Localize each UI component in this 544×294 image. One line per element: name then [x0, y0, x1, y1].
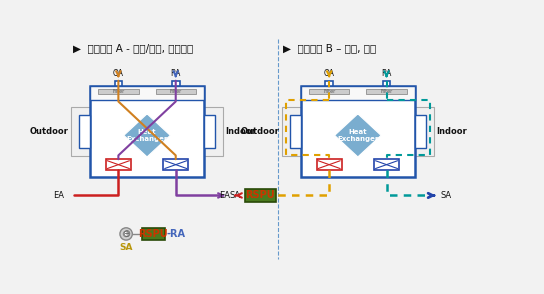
Bar: [90, 86, 205, 177]
Bar: [300, 86, 415, 177]
Bar: [415, 115, 426, 148]
Bar: [205, 115, 215, 148]
Text: RSPU: RSPU: [245, 191, 275, 201]
Bar: [325, 81, 333, 86]
Bar: [374, 159, 399, 170]
Circle shape: [120, 228, 132, 240]
Bar: [79, 115, 90, 148]
Text: ⊕: ⊕: [122, 229, 130, 239]
Text: -RA: -RA: [166, 229, 186, 239]
Text: ▶  운전모드 A - 환기/냉방, 공기정화: ▶ 운전모드 A - 환기/냉방, 공기정화: [73, 43, 193, 53]
Circle shape: [123, 231, 129, 237]
Text: SA: SA: [230, 191, 241, 200]
Polygon shape: [335, 114, 381, 157]
Text: SA: SA: [441, 191, 452, 200]
Text: OA: OA: [324, 69, 335, 78]
Text: RSPU: RSPU: [138, 229, 168, 239]
Text: EA: EA: [53, 191, 64, 200]
Bar: [289, 115, 300, 148]
Bar: [282, 107, 300, 156]
Bar: [245, 188, 276, 202]
Text: RA: RA: [381, 69, 392, 78]
Bar: [141, 228, 165, 240]
Text: Heat
Exchanger: Heat Exchanger: [126, 129, 168, 142]
Bar: [172, 81, 180, 86]
Bar: [382, 81, 391, 86]
Bar: [90, 86, 205, 100]
Bar: [300, 86, 415, 100]
Bar: [156, 89, 196, 94]
Bar: [71, 107, 90, 156]
Text: Filter: Filter: [380, 89, 393, 94]
Text: Indoor: Indoor: [436, 127, 467, 136]
Polygon shape: [124, 114, 170, 157]
Bar: [114, 81, 122, 86]
Text: OA: OA: [113, 69, 124, 78]
Text: Filter: Filter: [112, 89, 125, 94]
Bar: [98, 89, 139, 94]
Bar: [205, 107, 223, 156]
Bar: [317, 159, 342, 170]
Text: ▶  운전모드 B – 냉방, 재생: ▶ 운전모드 B – 냉방, 재생: [283, 43, 376, 53]
Bar: [415, 107, 434, 156]
Text: SA: SA: [119, 243, 133, 252]
Text: Outdoor: Outdoor: [30, 127, 69, 136]
Text: Outdoor: Outdoor: [240, 127, 280, 136]
Text: Filter: Filter: [323, 89, 335, 94]
Bar: [106, 159, 131, 170]
Text: RA: RA: [170, 69, 181, 78]
Text: Filter: Filter: [170, 89, 182, 94]
Text: Indoor: Indoor: [225, 127, 256, 136]
Text: Heat
Exchanger: Heat Exchanger: [337, 129, 379, 142]
Bar: [309, 89, 349, 94]
Bar: [366, 89, 407, 94]
Bar: [163, 159, 188, 170]
Text: EA: EA: [219, 191, 230, 200]
